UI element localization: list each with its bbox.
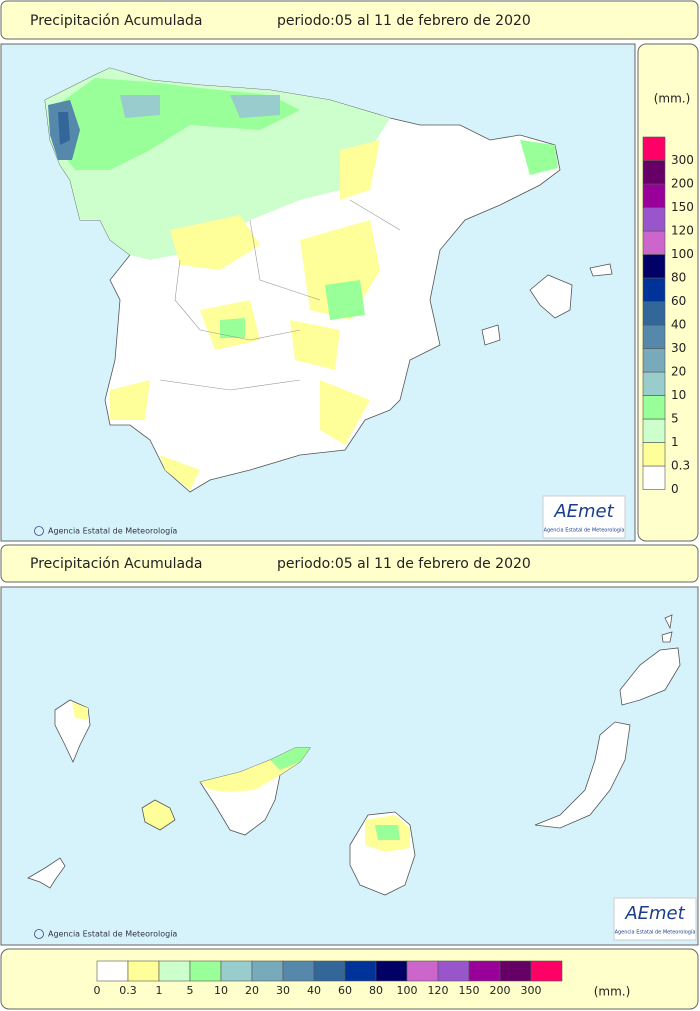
legend-label: 120: [671, 224, 694, 238]
legend-swatch: [642, 136, 666, 161]
legend-swatch: [642, 442, 666, 467]
peninsula-map: [44, 67, 613, 493]
header-title: Precipitación Acumulada: [30, 13, 203, 29]
credit: Agencia Estatal de Meteorología: [48, 930, 177, 939]
legend-swatch: [313, 960, 346, 982]
legend-label: 80: [671, 271, 686, 285]
legend-swatch: [282, 960, 315, 982]
header-period: periodo:05 al 11 de febrero de 2020: [277, 556, 531, 572]
horizontal-legend: 0 0.3 1 5 10 20 30 40 60 80 100 120 150 200 300: [94, 960, 563, 997]
legend-swatch: [499, 960, 532, 982]
logo-subtitle: Agencia Estatal de Meteorología: [615, 929, 696, 936]
legend-label: 30: [671, 341, 686, 355]
legend-label: 150: [459, 984, 480, 997]
copyright-icon: [34, 929, 44, 939]
legend-label: 120: [428, 984, 449, 997]
legend-label: 0: [94, 984, 101, 997]
canary-map: [27, 614, 681, 896]
legend-label: 0.3: [671, 459, 690, 473]
legend-label: 20: [671, 365, 686, 379]
legend-swatch: [189, 960, 222, 982]
legend-label: 100: [397, 984, 418, 997]
legend-swatch: [642, 254, 666, 279]
vertical-legend: 0 0.3 1 5 10 20 30 40 60 80 100 120 150 200 300: [642, 136, 694, 496]
legend-swatch: [530, 960, 563, 982]
legend-swatch: [375, 960, 408, 982]
legend-label: 30: [276, 984, 290, 997]
legend-swatch: [642, 348, 666, 373]
legend-swatch: [251, 960, 284, 982]
header-bar: [0, 544, 699, 583]
legend-label: 300: [671, 153, 694, 167]
legend-swatch: [437, 960, 470, 982]
legend-swatch: [642, 395, 666, 420]
legend-swatch: [127, 960, 160, 982]
legend-label: 100: [671, 247, 694, 261]
legend-swatch: [642, 418, 666, 443]
legend-swatch: [642, 277, 666, 302]
legend-label: 5: [671, 412, 679, 426]
header-period: periodo:05 al 11 de febrero de 2020: [277, 13, 531, 29]
legend-label: 1: [671, 435, 679, 449]
legend-unit: (mm.): [654, 92, 691, 106]
logo-box: [542, 495, 626, 539]
legend-label: 150: [671, 200, 694, 214]
legend-swatch: [642, 465, 666, 490]
legend-label: 80: [369, 984, 383, 997]
logo-box: [613, 897, 697, 941]
legend-swatch: [642, 230, 666, 255]
legend-label: 1: [156, 984, 163, 997]
logo-name: AEmet: [553, 501, 614, 522]
legend-swatch: [642, 183, 666, 208]
copyright-icon: [34, 526, 44, 536]
map-panel: [0, 586, 699, 946]
legend-swatch: [642, 207, 666, 232]
legend-label: 0: [671, 482, 679, 496]
legend-label: 10: [214, 984, 228, 997]
legend-swatch: [642, 324, 666, 349]
legend-swatch: [642, 371, 666, 396]
logo-name: AEmet: [624, 903, 685, 924]
legend-label: 200: [671, 177, 694, 191]
legend-swatch: [96, 960, 129, 982]
legend-swatch: [642, 160, 666, 185]
credit: Agencia Estatal de Meteorología: [48, 527, 177, 536]
header-title: Precipitación Acumulada: [30, 556, 203, 572]
legend-label: 10: [671, 388, 686, 402]
logo-subtitle: Agencia Estatal de Meteorología: [544, 527, 625, 534]
legend-label: 0.3: [119, 984, 137, 997]
legend-swatch: [468, 960, 501, 982]
legend-label: 200: [490, 984, 511, 997]
legend-label: 40: [307, 984, 321, 997]
legend-swatch: [344, 960, 377, 982]
legend-swatch: [406, 960, 439, 982]
legend-label: 300: [521, 984, 542, 997]
legend-label: 60: [671, 294, 686, 308]
legend-swatch: [158, 960, 191, 982]
legend-label: 40: [671, 318, 686, 332]
header-bar: [0, 0, 699, 40]
legend-label: 60: [338, 984, 352, 997]
legend-swatch: [642, 301, 666, 326]
legend-label: 20: [245, 984, 259, 997]
legend-swatch: [220, 960, 253, 982]
legend-label: 5: [187, 984, 194, 997]
legend-unit: (mm.): [594, 985, 631, 999]
